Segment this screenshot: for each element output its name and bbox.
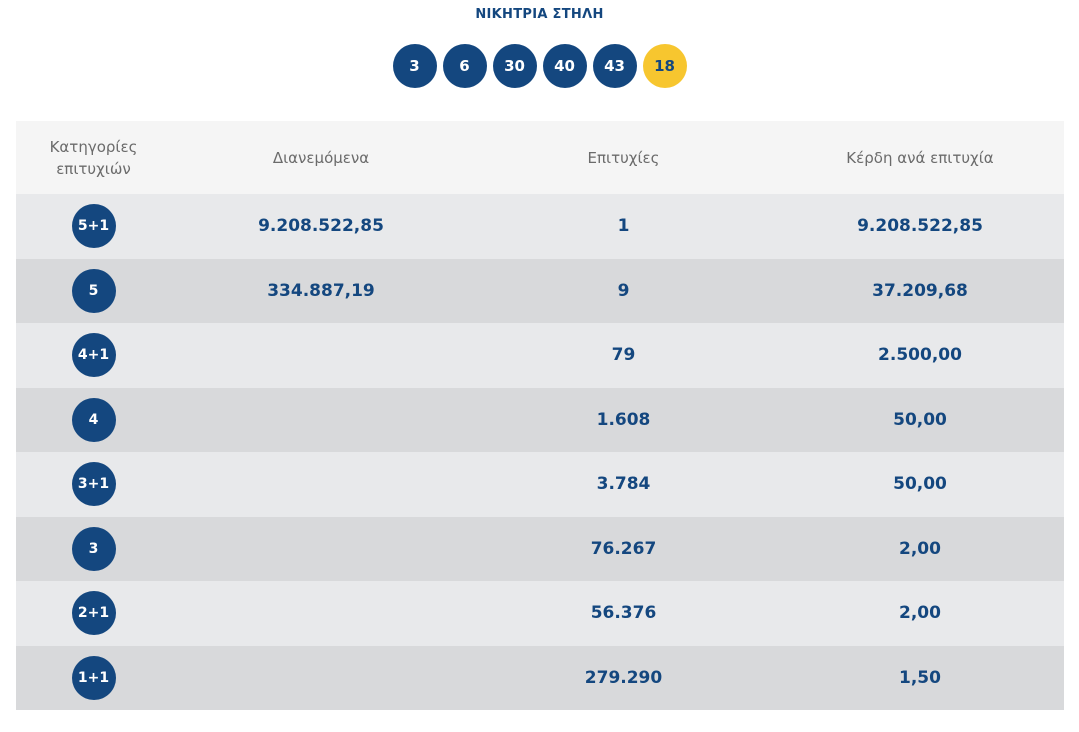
distributed-value: 334.887,19 [267,280,375,301]
table-row: 2+1 56.376 2,00 [16,581,1064,646]
column-header-prize-per-winner: Κέρδη ανά επιτυχία [846,148,994,167]
prize-value: 50,00 [893,409,947,430]
prize-value: 9.208.522,85 [857,216,983,237]
table-row: 3 76.267 2,00 [16,516,1064,581]
winners-value: 1.608 [596,409,651,430]
column-header-distributed: Διανεμόμενα [272,148,370,167]
winning-number-ball: 40 [542,44,587,88]
category-badge: 3 [71,526,116,571]
table-row: 4 1.608 50,00 [16,387,1064,452]
category-badge: 1+1 [71,655,116,700]
table-row: 5+1 9.208.522,85 1 9.208.522,85 [16,194,1064,259]
category-badge: 3+1 [71,462,116,507]
table-row: 3+1 3.784 50,00 [16,452,1064,517]
winners-value: 56.376 [590,603,657,624]
category-badge: 2+1 [71,591,116,636]
prize-value: 2,00 [899,538,941,559]
winners-value: 79 [611,345,636,366]
column-header-winners: Επιτυχίες [587,148,660,167]
prize-value: 2.500,00 [878,345,962,366]
table-row: 4+1 79 2.500,00 [16,323,1064,388]
column-header-categories: Κατηγορίες επιτυχιών [49,137,138,178]
table-header-row: Κατηγορίες επιτυχιών Διανεμόμενα Επιτυχί… [16,121,1064,194]
winning-number-ball: 43 [592,44,637,88]
winners-value: 3.784 [596,474,651,495]
category-badge: 5 [71,268,116,313]
prize-value: 50,00 [893,474,947,495]
prize-breakdown-table: Κατηγορίες επιτυχιών Διανεμόμενα Επιτυχί… [16,121,1064,710]
table-row: 5 334.887,19 9 37.209,68 [16,258,1064,323]
bonus-number-ball: 18 [642,44,687,88]
winners-value: 76.267 [590,538,657,559]
table-row: 1+1 279.290 1,50 [16,645,1064,710]
category-badge: 4 [71,397,116,442]
winners-value: 1 [617,216,630,237]
winning-number-ball: 3 [392,44,437,88]
winners-value: 279.290 [584,667,663,688]
winners-value: 9 [617,280,630,301]
category-badge: 5+1 [71,204,116,249]
distributed-value: 9.208.522,85 [258,216,384,237]
prize-value: 2,00 [899,603,941,624]
prize-value: 1,50 [899,667,941,688]
winning-number-ball: 6 [442,44,487,88]
winning-numbers: 3 6 30 40 43 18 [0,44,1079,88]
winning-column-title: ΝΙΚΗΤΡΙΑ ΣΤΗΛΗ [475,7,604,22]
prize-value: 37.209,68 [872,280,968,301]
category-badge: 4+1 [71,333,116,378]
winning-number-ball: 30 [492,44,537,88]
